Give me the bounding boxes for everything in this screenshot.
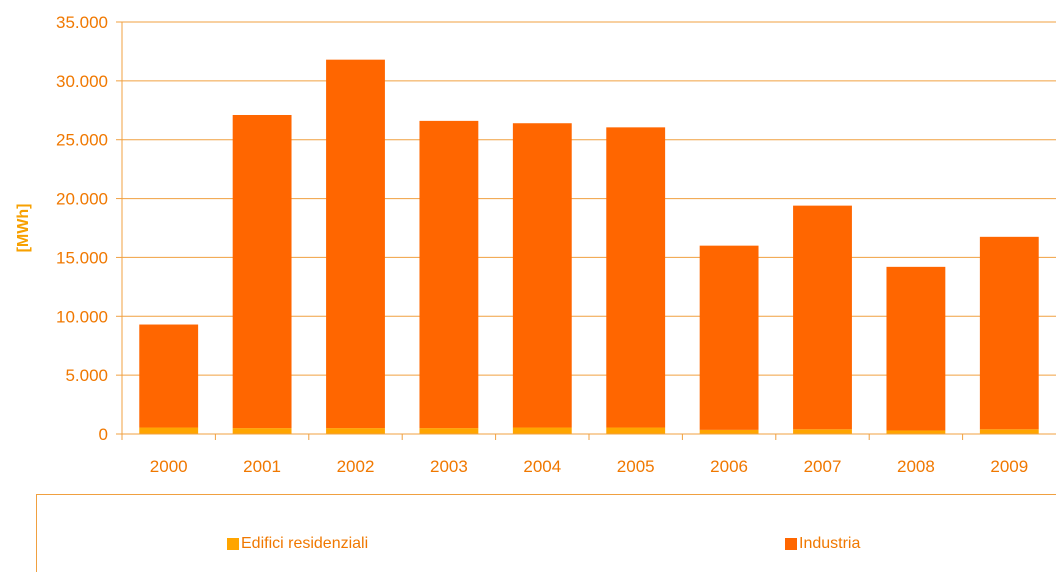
y-axis-label: [MWh] [15,204,32,253]
bar-residenziali [139,427,199,434]
legend-label-industria: Industria [799,535,861,552]
bar-industria [512,123,572,428]
bar-residenziali [793,429,852,434]
x-tick-label: 2001 [243,457,281,476]
y-tick-labels: 0 5.000 10.000 15.000 20.000 25.000 30.000 35.0… [56,13,108,444]
bar-industria [699,245,759,430]
bar-residenziali [606,427,666,434]
x-tick-label: 2009 [990,457,1028,476]
y-tick-label: 0 [99,425,108,444]
bar-industria [793,205,852,430]
x-tick-label: 2003 [430,457,468,476]
bar-residenziali [979,429,1039,434]
x-tick-label: 2004 [523,457,561,476]
bar-residenziali [326,428,385,434]
x-tick-label: 2002 [337,457,375,476]
y-tick-label: 20.000 [56,190,108,209]
x-tick-label: 2008 [897,457,935,476]
bar-industria [886,266,946,431]
legend: Edifici residenziali Industria [36,494,1056,572]
legend-item-industria: Industria [785,535,860,553]
bar-residenziali [886,430,946,434]
bar-industria [419,120,479,429]
y-tick-label: 5.000 [65,366,108,385]
x-tick-label: 2005 [617,457,655,476]
legend-label-residenziali: Edifici residenziali [241,535,369,552]
x-tick-label: 2007 [804,457,842,476]
bar-industria [139,324,199,428]
x-tick-labels: 2000 2001 2002 2003 2004 2005 2006 2007 2008 2009 [150,457,1028,476]
bar-industria [232,114,292,429]
x-tick-label: 2006 [710,457,748,476]
bar-industria [606,127,666,428]
bar-residenziali [512,427,572,434]
legend-item-residenziali: Edifici residenziali [227,535,368,553]
stacked-bar-chart: 0 5.000 10.000 15.000 20.000 25.000 30.000 35.0… [15,13,1056,476]
y-tick-label: 30.000 [56,72,108,91]
legend-swatch-residenziali [227,538,239,550]
bar-residenziali [419,428,479,434]
bar-residenziali [699,429,759,434]
y-tick-label: 10.000 [56,307,108,326]
y-tick-label: 15.000 [56,248,108,267]
x-tick-label: 2000 [150,457,188,476]
axes [116,21,1056,440]
bar-residenziali [232,428,292,434]
y-tick-label: 35.000 [56,13,108,32]
bar-industria [979,236,1039,430]
y-tick-label: 25.000 [56,131,108,150]
legend-swatch-industria [785,538,797,550]
bars [139,59,1039,434]
bar-industria [326,59,385,429]
